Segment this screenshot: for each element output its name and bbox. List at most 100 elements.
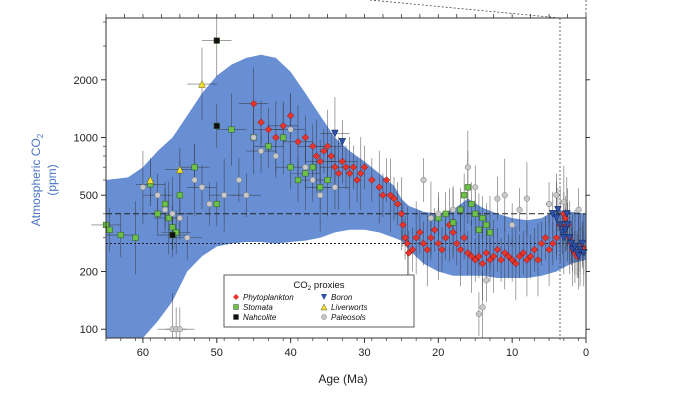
paleosols-point (272, 153, 279, 160)
stomata-point (117, 231, 124, 239)
data-points-layer (102, 37, 588, 333)
paleosols-point (176, 215, 183, 222)
stomata-point (468, 200, 475, 208)
paleosols-point (553, 192, 560, 199)
y-tick-label: 100 (80, 324, 98, 336)
phytoplankton-point (286, 111, 295, 120)
reference-lines-layer (106, 213, 586, 244)
x-axis: 60 50 40 30 20 10 0 (105, 338, 589, 359)
paleosols-point (139, 184, 146, 191)
paleosols-point (560, 199, 567, 206)
phytoplankton-point (390, 194, 398, 203)
boron-point (578, 239, 587, 248)
top-axis-ticks (105, 14, 587, 18)
stomata-point (176, 192, 183, 199)
y-tick-label: 500 (80, 190, 98, 202)
paleosols-point (191, 176, 198, 184)
legend-paleosols-marker (321, 314, 327, 320)
phytoplankton-point (449, 228, 457, 237)
paleosols-point (250, 134, 257, 141)
phytoplankton-point (467, 252, 476, 261)
paleosols-point (483, 277, 490, 284)
stomata-point (464, 184, 471, 191)
phytoplankton-point (272, 133, 280, 142)
paleosols-point (501, 192, 508, 199)
boron-point (556, 221, 564, 229)
legend-phytoplankton-marker (233, 294, 239, 300)
paleosols-point (427, 215, 434, 222)
paleosols-point (243, 192, 250, 199)
phytoplankton-point (316, 157, 324, 166)
x-tick-label: 20 (432, 347, 444, 359)
boron-point (562, 210, 571, 218)
stomata-point (309, 164, 316, 171)
stomata-point (106, 226, 113, 233)
stomata-point (475, 226, 482, 233)
stomata-point (162, 200, 169, 208)
phytoplankton-point (453, 239, 461, 248)
legend-stomata-marker (233, 304, 239, 310)
phytoplankton-point (342, 163, 350, 171)
legend-stomata-label: Stomata (243, 303, 273, 312)
phytoplankton-point (434, 239, 443, 248)
phytoplankton-point (379, 191, 387, 199)
stomata-point (169, 224, 176, 231)
phytoplankton-point (545, 245, 553, 254)
stomata-point (324, 176, 331, 184)
phytoplankton-point (486, 256, 494, 264)
y-tick-label: 1000 (74, 132, 98, 144)
y-axis-title: Atmospheric CO2 (29, 133, 45, 226)
paleosols-point (331, 184, 338, 191)
y-axis-title-subscript: 2 (36, 133, 45, 138)
phytoplankton-point (301, 133, 310, 142)
phytoplankton-point (408, 245, 417, 254)
phytoplankton-point (416, 228, 424, 237)
legend-boron-label: Boron (331, 293, 353, 302)
paleosols-point (258, 147, 265, 155)
boron-point (552, 214, 561, 223)
phytoplankton-point (360, 163, 369, 171)
paleosols-point (516, 206, 523, 213)
stomata-point (483, 221, 490, 228)
phytoplankton-point (552, 233, 561, 242)
phytoplankton-point (493, 245, 502, 254)
stomata-point (165, 215, 172, 222)
corner-dotted-line-a (369, 0, 561, 19)
boron-point (548, 210, 557, 218)
phytoplankton-point (345, 169, 354, 178)
phytoplankton-point (456, 245, 465, 254)
paleosols-point (235, 176, 242, 184)
stomata-point (442, 210, 449, 217)
phytoplankton-point (375, 183, 383, 192)
legend-nahcolite-marker (233, 314, 239, 320)
stomata-point (154, 210, 161, 217)
legend-entries: Phytoplankton Boron Stomata Liverworts Nahco… (233, 293, 367, 322)
paleosols-point (479, 304, 486, 311)
phytoplankton-point (460, 233, 468, 242)
phytoplankton-point (331, 163, 339, 171)
boron-point (561, 226, 570, 234)
phytoplankton-point (519, 249, 527, 257)
nahcolite-point (169, 231, 176, 239)
phytoplankton-point (264, 125, 273, 134)
phytoplankton-point (534, 256, 542, 264)
paleosols-point (221, 192, 228, 199)
phytoplankton-point (441, 233, 450, 242)
stomata-point (287, 164, 294, 171)
phytoplankton-point (423, 245, 431, 254)
phytoplankton-point (338, 157, 347, 166)
liverworts-point (176, 165, 184, 174)
stomata-point (479, 215, 486, 222)
y-axis-title-units: (ppm) (45, 164, 59, 195)
paleosols-point (475, 310, 482, 318)
stomata-point (450, 219, 457, 226)
phytoplankton-point (368, 176, 376, 184)
y-axis-title-main: Atmospheric CO (29, 138, 43, 226)
phytoplankton-point (323, 142, 332, 151)
phytoplankton-point (541, 233, 550, 242)
boron-point (563, 221, 572, 229)
phytoplankton-point (471, 256, 479, 264)
phytoplankton-point (403, 239, 412, 248)
paleosols-point (154, 192, 161, 199)
paleosols-point (435, 210, 442, 217)
